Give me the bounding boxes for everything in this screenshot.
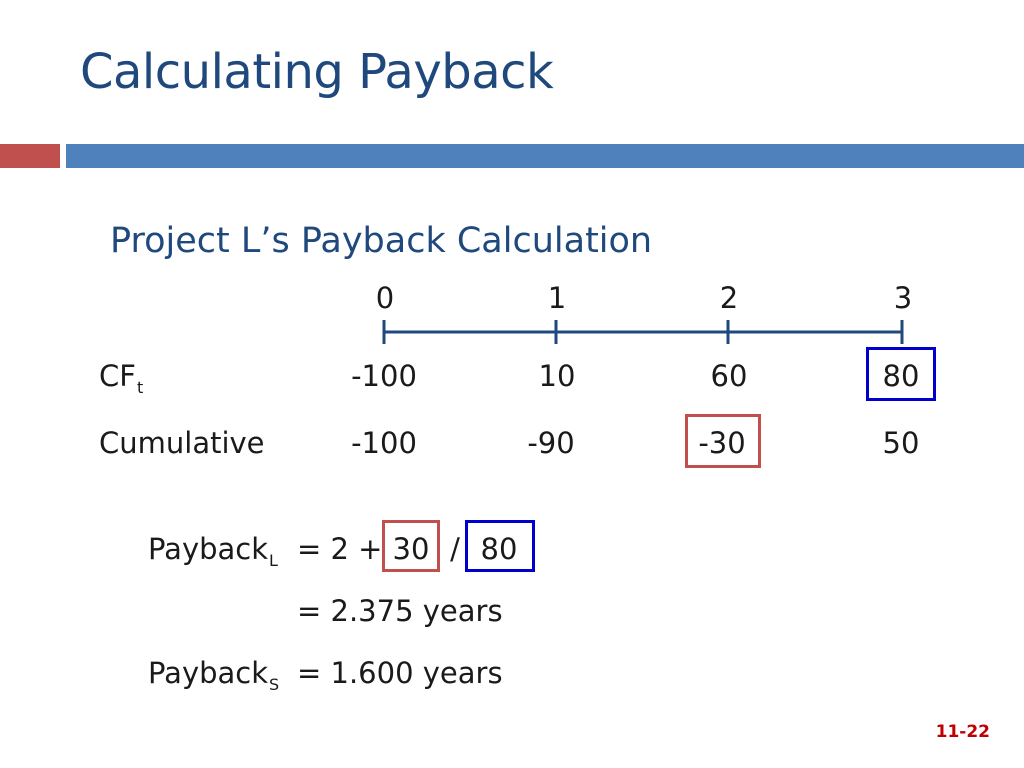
period-label-3: 3 — [893, 281, 913, 315]
period-label-2: 2 — [719, 281, 739, 315]
cf-label-subscript: t — [136, 378, 144, 397]
payback-s-label: PaybackS — [148, 659, 279, 693]
cumulative-value-1: -90 — [527, 426, 575, 460]
cumulative-year2-highlight-box — [685, 414, 761, 468]
cash-flow-timeline — [382, 320, 904, 344]
title-accent-bar-red — [0, 144, 60, 168]
payback-l-word: Payback — [148, 532, 269, 566]
cf-row-label: CFt — [99, 362, 143, 396]
cumulative-value-0: -100 — [351, 426, 417, 460]
period-label-1: 1 — [547, 281, 567, 315]
cf-value-0: -100 — [351, 359, 417, 393]
numerator-highlight-box — [382, 520, 440, 572]
cf-label-text: CF — [99, 359, 136, 393]
cumulative-value-3: 50 — [882, 426, 920, 460]
payback-s-subscript: S — [269, 675, 280, 694]
payback-l-denominator: 80 — [480, 532, 518, 566]
cumulative-value-2: -30 — [698, 426, 746, 460]
cumulative-row-label: Cumulative — [99, 426, 265, 460]
denominator-highlight-box — [465, 520, 535, 572]
payback-l-subscript: L — [269, 551, 278, 570]
cf-value-3: 80 — [882, 359, 920, 393]
title-accent-bar-blue — [66, 144, 1024, 168]
payback-s-word: Payback — [148, 656, 269, 690]
cf-value-2: 60 — [710, 359, 748, 393]
payback-l-equation-prefix: = 2 + — [297, 532, 383, 566]
slide-title: Calculating Payback — [80, 44, 554, 100]
payback-l-division-slash: / — [450, 532, 460, 566]
period-label-0: 0 — [375, 281, 395, 315]
page-number: 11-22 — [935, 722, 990, 742]
payback-l-label: PaybackL — [148, 535, 278, 569]
cf-year3-highlight-box — [866, 347, 936, 401]
cf-value-1: 10 — [538, 359, 576, 393]
payback-l-numerator: 30 — [392, 532, 430, 566]
slide-subtitle: Project L’s Payback Calculation — [110, 221, 653, 261]
payback-s-result: = 1.600 years — [297, 656, 503, 690]
payback-l-result: = 2.375 years — [297, 594, 503, 628]
